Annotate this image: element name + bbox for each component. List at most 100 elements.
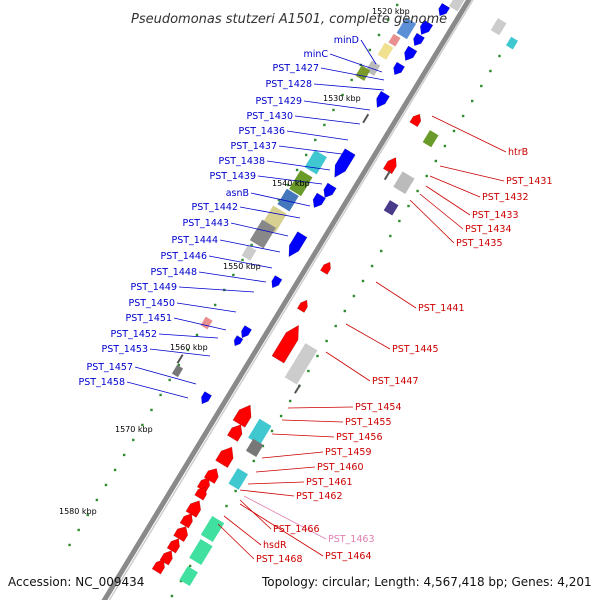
left-leader-line [239,206,301,219]
right-gene-label: PST_1431 [506,176,553,187]
left-leader-line [313,83,385,91]
forward-gene-arrow [413,32,425,47]
scale-tick [332,108,335,112]
right-leader-line [409,199,455,244]
right-gene-label: PST_1432 [482,192,529,203]
forward-gene-arrow [376,90,390,108]
left-gene-label: PST_1452 [111,329,158,340]
scale-tick [179,579,183,583]
left-gene-label: PST_1443 [183,218,230,229]
scale-tick [471,99,474,103]
right-gene-label: PST_1433 [472,210,519,221]
left-leader-line [178,286,255,293]
left-leader-line [126,381,189,399]
left-leader-line [176,302,237,313]
gene-box [284,343,318,385]
scale-tick [141,423,144,427]
left-gene-label: PST_1451 [126,313,173,324]
left-leader-line [173,317,227,331]
gene-box [505,36,519,50]
left-gene-label: PST_1442 [192,202,239,213]
reverse-gene-arrow [382,157,397,175]
right-gene-label: PST_1460 [317,462,364,473]
scale-tick [295,168,299,172]
scale-label: 1550 kbp [223,262,261,271]
right-gene-label: PST_1464 [325,551,372,562]
right-gene-label: PST_1435 [456,238,503,249]
gene-box [449,0,466,12]
right-leader-line [223,515,262,546]
scale-tick [443,144,447,148]
gene-box [241,245,257,261]
scale-tick [241,258,244,262]
left-gene-label: minD [334,35,359,46]
right-gene-label: hsdR [263,540,287,551]
right-gene-label: PST_1466 [273,524,320,535]
left-gene-label: PST_1450 [129,298,176,309]
scale-tick [132,438,135,442]
scale-tick [316,354,319,358]
left-gene-label: PST_1438 [219,156,266,167]
scale-tick [188,564,192,568]
right-gene-label: PST_1455 [345,417,392,428]
left-leader-line [134,366,197,385]
left-leader-line [286,130,349,141]
left-gene-label: PST_1449 [131,282,178,293]
forward-gene-arrow [420,19,434,35]
scale-tick [250,243,253,247]
scale-tick [452,129,456,133]
backbone-line [101,0,472,600]
left-gene-label: PST_1430 [247,111,294,122]
right-leader-line [247,481,305,485]
left-leader-line [230,222,289,237]
reverse-gene-arrow [232,404,252,428]
gene-box [171,364,184,378]
scale-tick [489,69,492,73]
left-gene-label: PST_1427 [273,63,320,74]
left-gene-label: PST_1457 [87,362,134,373]
forward-gene-arrow [241,325,252,339]
left-gene-label: PST_1446 [161,251,208,262]
scale-label: 1580 kbp [59,507,97,516]
forward-gene-arrow [438,2,451,17]
gene-box [179,566,198,587]
forward-gene-arrow [271,275,283,289]
gene-box [490,18,507,36]
left-gene-label: PST_1458 [79,377,126,388]
scale-tick [95,498,99,502]
gene-tick [362,113,370,124]
reverse-gene-arrow [215,446,234,469]
scale-tick [304,153,308,157]
scale-tick [386,18,390,22]
right-leader-line [345,323,391,350]
gene-box [422,130,439,148]
forward-gene-arrow [323,182,337,198]
left-gene-label: asnB [226,188,249,199]
left-gene-label: PST_1453 [102,344,149,355]
right-gene-label: PST_1463 [328,534,375,545]
right-gene-label: PST_1454 [355,402,402,413]
scale-tick [104,483,108,487]
left-gene-label: PST_1437 [231,141,278,152]
scale-tick [370,264,374,268]
left-leader-line [320,67,385,81]
scale-tick [352,294,356,298]
left-gene-label: minC [303,49,328,60]
scale-tick [368,48,372,52]
scale-tick [343,309,346,313]
gene-box [248,418,272,445]
right-leader-line [325,351,371,382]
left-leader-line [158,333,219,339]
left-leader-line [360,39,377,65]
scale-tick [461,114,465,118]
right-leader-line [375,281,417,309]
left-gene-label: PST_1448 [151,267,198,278]
forward-gene-arrow [334,148,356,178]
scale-tick [286,183,290,187]
left-leader-line [219,239,281,253]
reverse-gene-arrow [320,261,331,275]
scale-tick [341,93,344,97]
gene-box [393,171,415,195]
scale-label: 1570 kbp [115,425,153,434]
